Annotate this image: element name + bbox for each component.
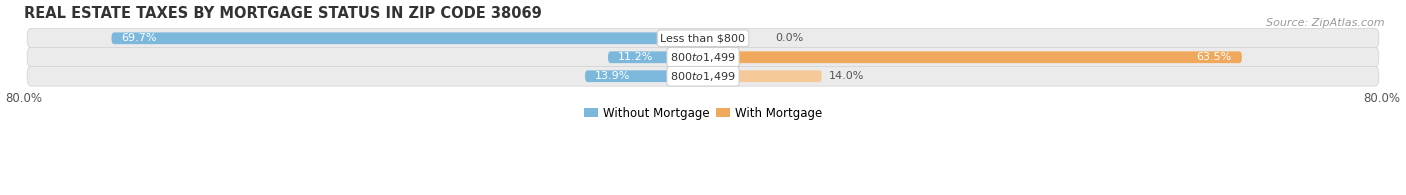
Text: $800 to $1,499: $800 to $1,499 (671, 70, 735, 83)
FancyBboxPatch shape (607, 51, 703, 63)
Text: Source: ZipAtlas.com: Source: ZipAtlas.com (1267, 18, 1385, 27)
Text: $800 to $1,499: $800 to $1,499 (671, 51, 735, 64)
FancyBboxPatch shape (703, 70, 823, 82)
Legend: Without Mortgage, With Mortgage: Without Mortgage, With Mortgage (579, 102, 827, 125)
Text: 0.0%: 0.0% (775, 33, 803, 43)
Text: 11.2%: 11.2% (619, 52, 654, 62)
Text: 63.5%: 63.5% (1197, 52, 1232, 62)
FancyBboxPatch shape (111, 32, 703, 44)
Text: 69.7%: 69.7% (122, 33, 157, 43)
FancyBboxPatch shape (27, 28, 1379, 48)
FancyBboxPatch shape (703, 51, 1241, 63)
FancyBboxPatch shape (27, 66, 1379, 86)
FancyBboxPatch shape (585, 70, 703, 82)
Text: 14.0%: 14.0% (828, 71, 863, 81)
FancyBboxPatch shape (27, 47, 1379, 67)
Text: 13.9%: 13.9% (595, 71, 631, 81)
Text: Less than $800: Less than $800 (661, 33, 745, 43)
Text: REAL ESTATE TAXES BY MORTGAGE STATUS IN ZIP CODE 38069: REAL ESTATE TAXES BY MORTGAGE STATUS IN … (24, 5, 541, 20)
